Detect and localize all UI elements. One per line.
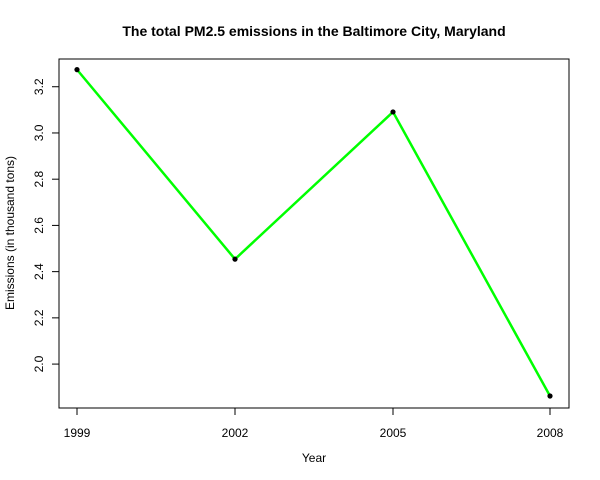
x-axis: 1999 2002 2005 2008 (64, 407, 564, 440)
x-tick-label: 1999 (64, 426, 91, 440)
series-line (76, 68, 552, 397)
y-tick-label: 2.6 (32, 217, 46, 234)
y-tick-label: 2.0 (32, 355, 46, 372)
x-tick-label: 2008 (537, 426, 564, 440)
chart-title: The total PM2.5 emissions in the Baltimo… (122, 23, 505, 39)
y-tick-label: 2.2 (32, 309, 46, 326)
y-tick-label: 3.2 (32, 78, 46, 95)
data-point (232, 256, 238, 262)
y-tick-label: 3.0 (32, 124, 46, 141)
data-point (390, 109, 396, 115)
x-tick-label: 2005 (380, 426, 407, 440)
y-tick-label: 2.4 (32, 263, 46, 280)
data-point (547, 393, 553, 399)
y-axis-label: Emissions (in thousand tons) (3, 156, 17, 310)
y-axis: 2.0 2.2 2.4 2.6 2.8 3.0 3.2 (32, 78, 60, 372)
x-axis-label: Year (302, 451, 326, 465)
data-point (74, 67, 80, 73)
series-layer (74, 67, 553, 399)
y-tick-label: 2.8 (32, 171, 46, 188)
x-tick-label: 2002 (222, 426, 249, 440)
